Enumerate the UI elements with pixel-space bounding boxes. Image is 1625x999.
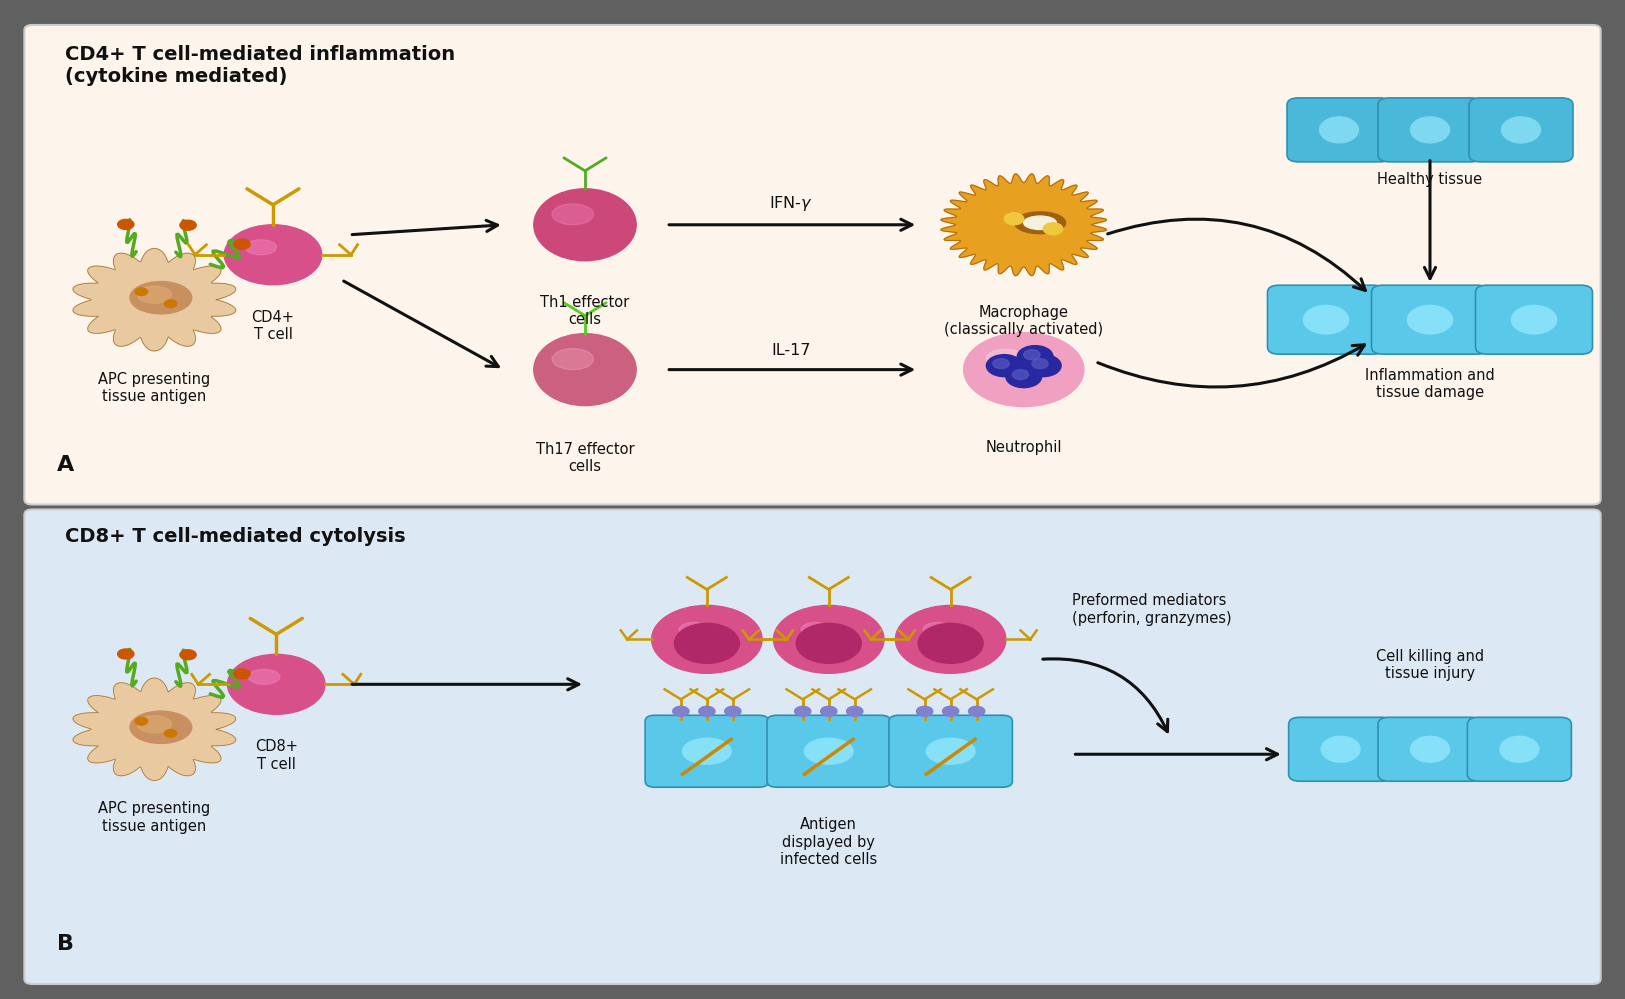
Ellipse shape (130, 711, 192, 743)
Circle shape (135, 288, 148, 296)
Circle shape (796, 623, 861, 663)
Text: APC presenting
tissue antigen: APC presenting tissue antigen (98, 372, 211, 404)
Circle shape (1024, 350, 1040, 360)
Text: Healthy tissue: Healthy tissue (1378, 172, 1482, 187)
Circle shape (674, 623, 739, 663)
Text: IL-17: IL-17 (772, 343, 811, 358)
FancyBboxPatch shape (1289, 717, 1393, 781)
Text: B: B (57, 934, 73, 954)
Circle shape (1006, 366, 1042, 388)
Circle shape (1025, 355, 1061, 377)
Circle shape (1004, 213, 1024, 225)
Ellipse shape (1320, 117, 1358, 143)
Ellipse shape (1407, 306, 1453, 334)
Circle shape (964, 333, 1084, 407)
Circle shape (234, 239, 250, 249)
FancyBboxPatch shape (767, 715, 891, 787)
Ellipse shape (1410, 736, 1450, 762)
Ellipse shape (1500, 736, 1539, 762)
Ellipse shape (1502, 117, 1540, 143)
Ellipse shape (682, 738, 731, 764)
Polygon shape (73, 678, 236, 780)
Circle shape (135, 717, 148, 725)
FancyBboxPatch shape (1378, 98, 1482, 162)
Ellipse shape (533, 189, 637, 261)
Ellipse shape (533, 334, 637, 406)
Circle shape (224, 225, 322, 285)
Circle shape (1017, 346, 1053, 368)
Polygon shape (73, 249, 236, 351)
Circle shape (180, 220, 197, 230)
Text: Macrophage
(classically activated): Macrophage (classically activated) (944, 305, 1103, 337)
Text: APC presenting
tissue antigen: APC presenting tissue antigen (98, 801, 211, 833)
Ellipse shape (552, 204, 593, 225)
Circle shape (699, 706, 715, 716)
Ellipse shape (1024, 216, 1056, 230)
Ellipse shape (986, 350, 1025, 368)
Circle shape (795, 706, 811, 716)
Ellipse shape (926, 738, 975, 764)
Text: CD8+ T cell-mediated cytolysis: CD8+ T cell-mediated cytolysis (65, 527, 406, 546)
Circle shape (918, 623, 983, 663)
Text: A: A (57, 455, 75, 475)
Circle shape (847, 706, 863, 716)
Ellipse shape (245, 240, 276, 255)
FancyBboxPatch shape (645, 715, 769, 787)
Ellipse shape (1410, 117, 1450, 143)
Circle shape (821, 706, 837, 716)
Circle shape (234, 668, 250, 678)
Text: Th1 effector
cells: Th1 effector cells (541, 295, 629, 327)
Circle shape (1012, 370, 1029, 380)
Circle shape (942, 706, 959, 716)
FancyBboxPatch shape (1467, 717, 1571, 781)
Circle shape (117, 220, 133, 230)
Text: Th17 effector
cells: Th17 effector cells (536, 442, 634, 474)
Ellipse shape (1303, 306, 1349, 334)
Circle shape (164, 729, 177, 737)
Text: CD4+
T cell: CD4+ T cell (252, 310, 294, 342)
Ellipse shape (804, 738, 853, 764)
Circle shape (673, 706, 689, 716)
FancyBboxPatch shape (1372, 285, 1488, 354)
Circle shape (895, 605, 1006, 673)
FancyBboxPatch shape (24, 25, 1601, 504)
Ellipse shape (1321, 736, 1360, 762)
Text: Cell killing and
tissue injury: Cell killing and tissue injury (1376, 649, 1484, 681)
Text: Preformed mediators
(perforin, granzymes): Preformed mediators (perforin, granzymes… (1072, 593, 1232, 625)
Ellipse shape (249, 669, 280, 684)
Circle shape (180, 649, 197, 659)
FancyBboxPatch shape (1476, 285, 1592, 354)
Text: Antigen
displayed by
infected cells: Antigen displayed by infected cells (780, 817, 878, 867)
Polygon shape (941, 174, 1107, 276)
FancyBboxPatch shape (24, 509, 1601, 984)
Ellipse shape (552, 349, 593, 370)
Circle shape (228, 654, 325, 714)
Circle shape (725, 706, 741, 716)
Circle shape (652, 605, 762, 673)
Circle shape (117, 649, 133, 659)
Circle shape (986, 355, 1022, 377)
Ellipse shape (130, 282, 192, 314)
Circle shape (1043, 223, 1063, 235)
FancyBboxPatch shape (1469, 98, 1573, 162)
Text: CD8+
T cell: CD8+ T cell (255, 739, 297, 771)
Text: IFN-$\gamma$: IFN-$\gamma$ (770, 194, 812, 213)
Ellipse shape (801, 622, 830, 636)
FancyBboxPatch shape (1287, 98, 1391, 162)
FancyBboxPatch shape (1378, 717, 1482, 781)
Ellipse shape (923, 622, 952, 636)
Ellipse shape (1014, 212, 1066, 234)
Ellipse shape (138, 715, 171, 733)
FancyBboxPatch shape (1268, 285, 1384, 354)
Ellipse shape (138, 286, 171, 304)
Ellipse shape (679, 622, 708, 636)
Circle shape (1032, 359, 1048, 369)
Text: CD4+ T cell-mediated inflammation
(cytokine mediated): CD4+ T cell-mediated inflammation (cytok… (65, 45, 455, 86)
Circle shape (164, 300, 177, 308)
FancyBboxPatch shape (889, 715, 1012, 787)
Circle shape (968, 706, 985, 716)
Circle shape (916, 706, 933, 716)
Circle shape (774, 605, 884, 673)
Ellipse shape (1511, 306, 1557, 334)
